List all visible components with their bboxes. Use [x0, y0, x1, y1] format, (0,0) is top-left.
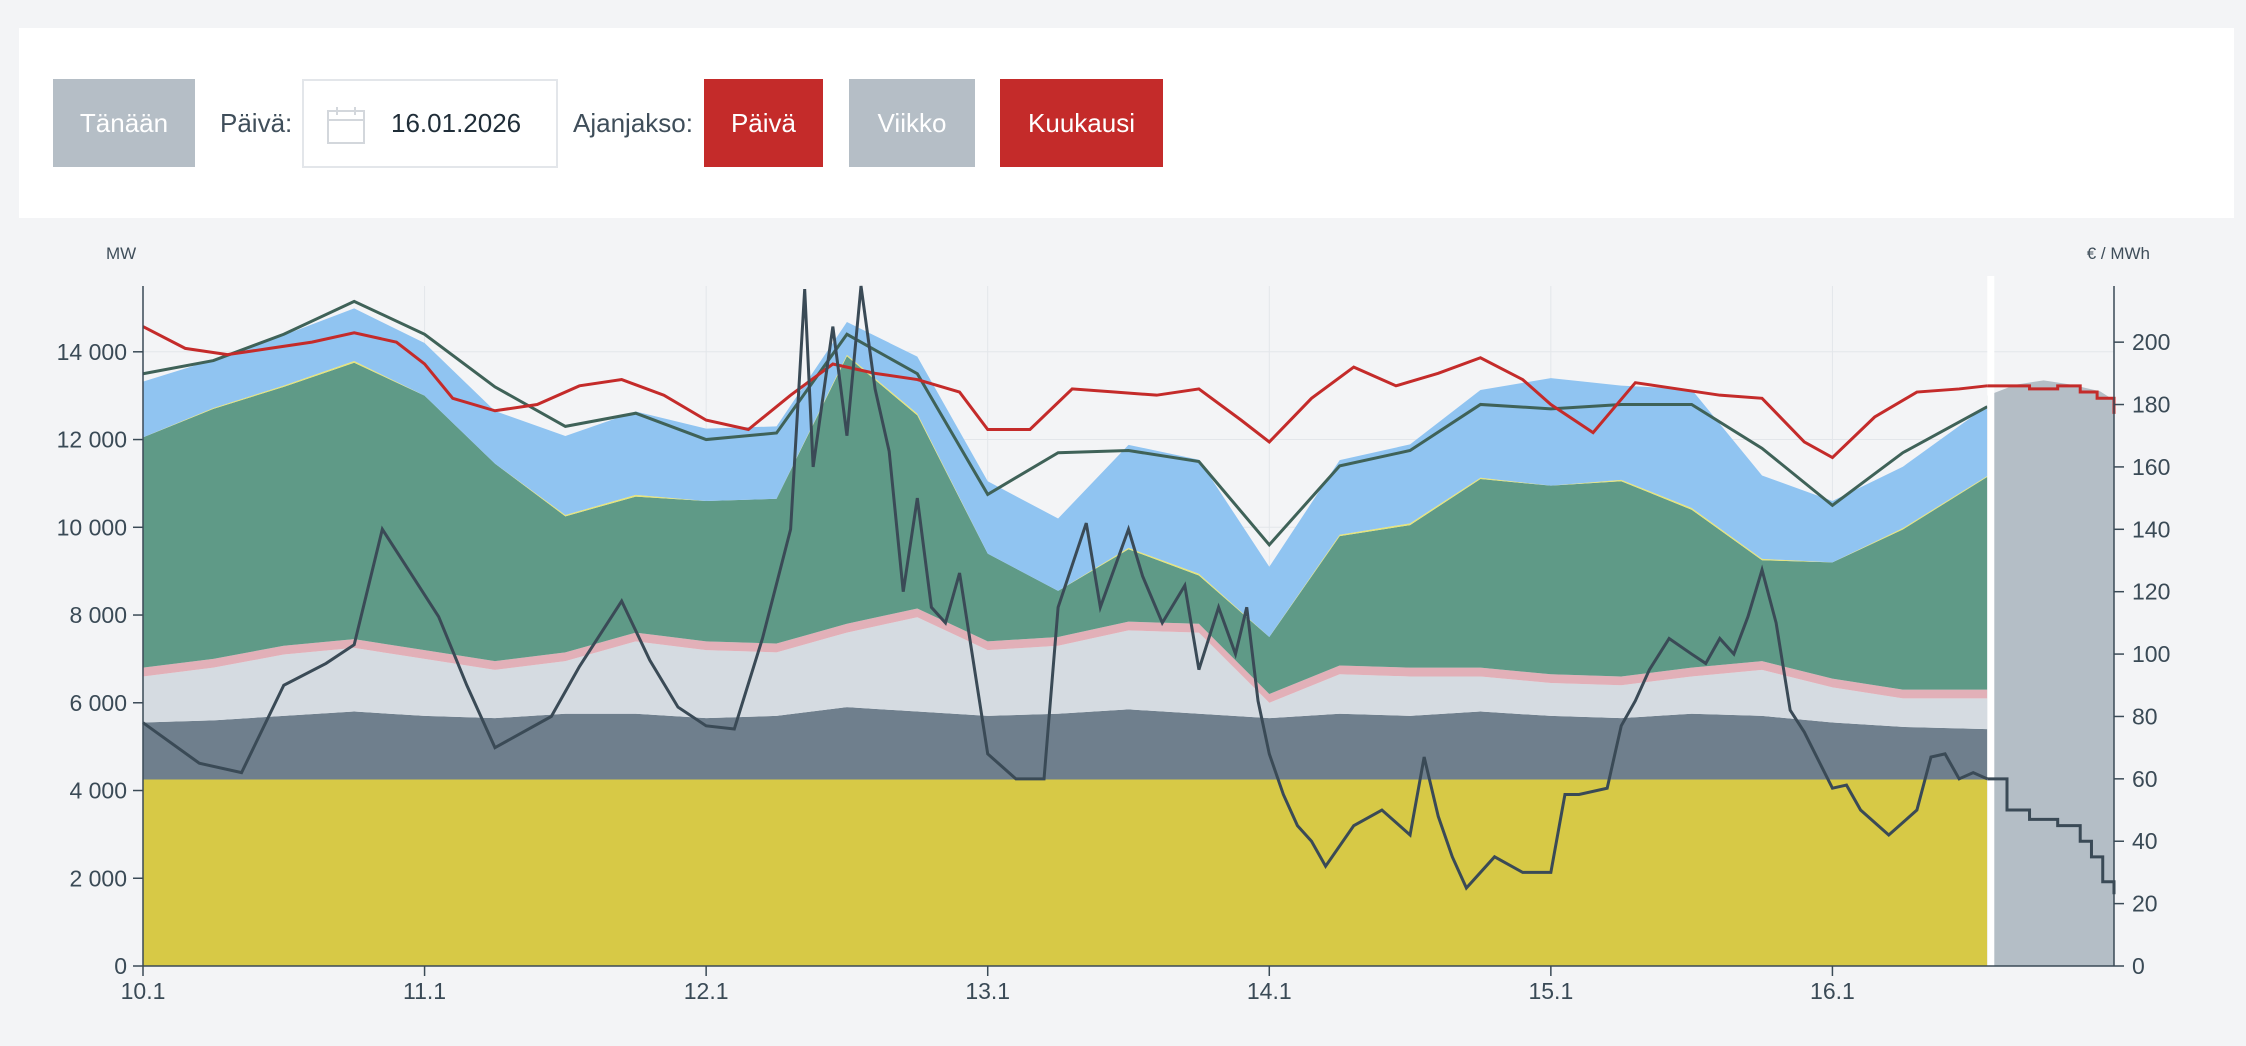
left-tick-label: 6 000: [69, 690, 127, 716]
right-tick-label: 200: [2132, 329, 2170, 355]
left-tick-label: 0: [114, 953, 127, 979]
forecast-separator: [1987, 276, 1995, 966]
nuclear-area: [143, 779, 1988, 966]
forecast-consumption-area: [1987, 380, 2114, 966]
right-tick-label: 120: [2132, 579, 2170, 605]
right-tick-label: 60: [2132, 766, 2158, 792]
right-tick-label: 40: [2132, 828, 2158, 854]
period-day-button[interactable]: Päivä: [704, 79, 823, 167]
right-tick-label: 140: [2132, 516, 2170, 542]
period-label: Ajanjakso:: [573, 107, 693, 138]
left-tick-label: 12 000: [57, 427, 127, 453]
left-tick-label: 4 000: [69, 778, 127, 804]
period-week-button[interactable]: Viikko: [849, 79, 975, 167]
right-tick-label: 180: [2132, 392, 2170, 418]
reference-price-forecast-line: [1987, 384, 2116, 414]
x-tick-label: 14.1: [1247, 978, 1292, 1004]
import-area: [143, 308, 1988, 637]
hydro-area: [143, 707, 1988, 780]
price-forecast-line: [1987, 777, 2116, 895]
reference-price-line: [142, 325, 1988, 460]
left-tick-label: 8 000: [69, 602, 127, 628]
other-area: [143, 617, 1988, 730]
consumption-line: [142, 299, 1989, 548]
calendar-icon: [327, 107, 365, 144]
today-button[interactable]: Tänään: [53, 79, 195, 167]
left-tick-label: 2 000: [69, 865, 127, 891]
right-tick-label: 100: [2132, 641, 2170, 667]
x-tick-label: 10.1: [121, 978, 166, 1004]
left-tick-label: 14 000: [57, 339, 127, 365]
right-tick-label: 160: [2132, 454, 2170, 480]
date-label: Päivä:: [220, 107, 293, 138]
price-line: [142, 285, 1988, 891]
right-tick-label: 20: [2132, 891, 2158, 917]
date-picker[interactable]: 16.01.2026: [302, 79, 558, 168]
date-value: 16.01.2026: [391, 108, 522, 138]
right-tick-label: 0: [2132, 953, 2145, 979]
x-tick-label: 11.1: [403, 978, 446, 1004]
right-axis-unit: € / MWh: [2086, 244, 2150, 263]
thermal-area: [143, 608, 1988, 703]
x-tick-label: 16.1: [1810, 978, 1855, 1004]
x-tick-label: 12.1: [684, 978, 729, 1004]
left-axis-unit: MW: [106, 244, 137, 263]
left-tick-label: 10 000: [57, 514, 127, 540]
right-tick-label: 80: [2132, 703, 2158, 729]
period-month-button[interactable]: Kuukausi: [1000, 79, 1163, 167]
toolbar: Tänään Päivä: 16.01.2026 Ajanjakso: Päiv…: [19, 28, 2234, 218]
wind-area: [143, 356, 1988, 694]
x-tick-label: 13.1: [965, 978, 1010, 1004]
x-tick-label: 15.1: [1528, 978, 1573, 1004]
